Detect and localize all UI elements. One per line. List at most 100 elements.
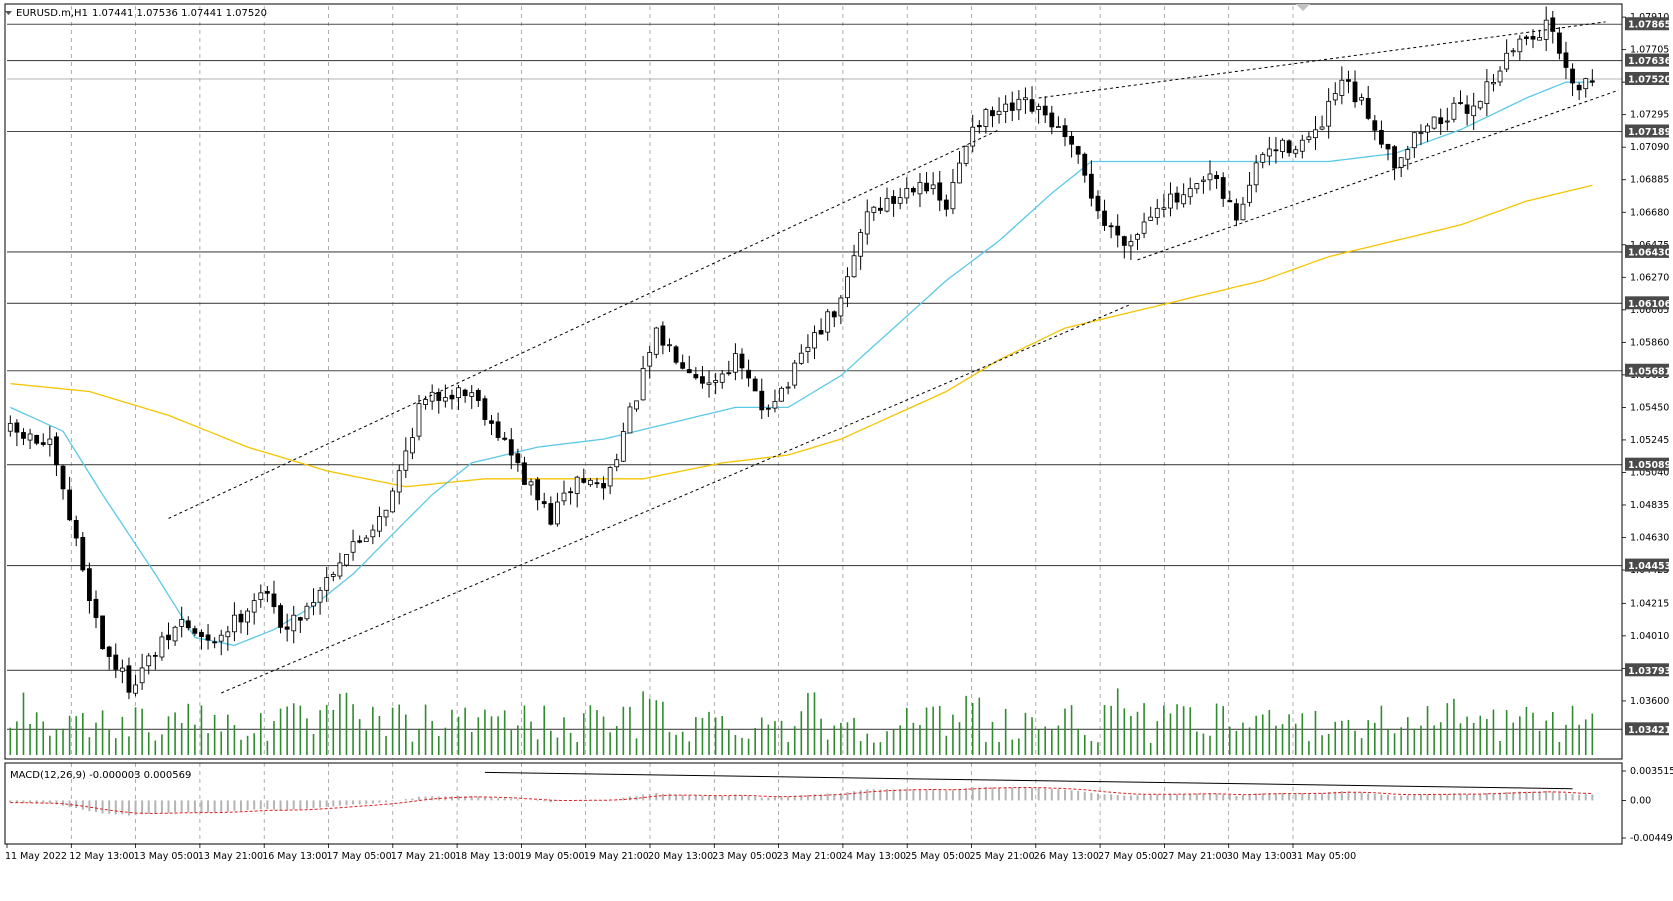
candle-body — [607, 467, 613, 487]
candle-body — [957, 162, 962, 184]
candle-body — [884, 197, 890, 212]
x-tick-label: 16 May 13:00 — [262, 851, 327, 862]
candle-body — [429, 391, 435, 402]
x-tick-label: 25 May 05:00 — [905, 851, 970, 862]
candle-body — [185, 620, 191, 629]
candle-body — [522, 462, 527, 485]
candle-body — [1128, 241, 1134, 247]
candle-body — [1346, 79, 1351, 82]
candle-body — [686, 369, 692, 374]
candle-body — [119, 667, 125, 672]
trendlines — [168, 21, 1619, 790]
candle-body — [251, 600, 257, 613]
candle-body — [858, 232, 864, 257]
candle-body — [1372, 120, 1378, 131]
candle-body — [825, 311, 831, 333]
x-tick-label: 24 May 13:00 — [841, 851, 906, 862]
candle-body — [146, 655, 152, 667]
candle-body — [245, 610, 251, 623]
candle-body — [409, 437, 415, 454]
candle-body — [1260, 154, 1266, 163]
y-tick-label: 1.06885 — [1630, 175, 1669, 186]
candle-body — [297, 617, 303, 621]
candle-body — [1398, 157, 1404, 168]
candle-body — [759, 390, 765, 411]
ohlc-readout: 1.07441 1.07536 1.07441 1.07520 — [92, 8, 267, 19]
candle-body — [396, 470, 402, 493]
candle-body — [1339, 79, 1345, 96]
candle-body — [232, 614, 237, 633]
candle-body — [27, 433, 33, 441]
candle-body — [864, 211, 870, 235]
x-tick-label: 23 May 21:00 — [777, 851, 842, 862]
x-tick-label: 20 May 13:00 — [648, 851, 713, 862]
x-tick-label: 27 May 21:00 — [1162, 851, 1227, 862]
candle-body — [212, 641, 218, 644]
candle-body — [172, 626, 178, 642]
candle-body — [1444, 120, 1450, 123]
candle-body — [653, 327, 659, 355]
candle-body — [1392, 146, 1397, 169]
candle-body — [818, 330, 824, 335]
chart-shift-icon[interactable] — [1296, 4, 1310, 11]
x-tick-label: 13 May 21:00 — [198, 851, 263, 862]
candle-body — [667, 344, 672, 347]
candle-body — [363, 537, 369, 543]
x-tick-label: 19 May 21:00 — [584, 851, 649, 862]
x-tick-label: 27 May 05:00 — [1098, 851, 1163, 862]
candle-body — [917, 182, 923, 195]
candle-body — [1497, 70, 1503, 83]
candle-body — [568, 491, 574, 494]
y-tick-label: 1.06270 — [1630, 272, 1669, 283]
candle-body — [1049, 112, 1055, 128]
candle-body — [80, 537, 86, 571]
chart-dropdown-icon[interactable] — [5, 11, 12, 15]
candle-body — [337, 562, 343, 577]
candle-body — [60, 465, 66, 490]
candle-body — [469, 392, 475, 397]
x-tick-label: 25 May 21:00 — [970, 851, 1035, 862]
candle-body — [1029, 99, 1035, 112]
candle-body — [726, 372, 732, 375]
price-label-box — [1625, 17, 1669, 31]
candle-body — [765, 407, 771, 410]
candle-body — [1451, 102, 1457, 120]
x-tick-label: 17 May 21:00 — [391, 851, 456, 862]
candle-body — [739, 353, 745, 369]
candle-body — [785, 386, 791, 389]
candle-body — [456, 387, 461, 398]
price-label: 1.06106 — [1628, 299, 1672, 310]
candle-body — [1227, 200, 1233, 203]
candle-body — [732, 353, 738, 373]
candle-body — [924, 182, 929, 192]
candle-body — [1425, 125, 1430, 133]
candle-body — [218, 634, 224, 642]
candle-body — [21, 432, 26, 439]
candle-body — [1306, 136, 1312, 140]
macd-title: MACD(12,26,9) -0.000003 0.000569 — [10, 770, 191, 781]
price-label-box — [1625, 722, 1669, 736]
candle-body — [878, 207, 883, 211]
candle-body — [581, 478, 587, 483]
candle-body — [1299, 139, 1305, 152]
candle-body — [370, 529, 376, 538]
candle-body — [746, 369, 751, 379]
candle-body — [706, 382, 712, 385]
candle-body — [1589, 80, 1595, 83]
candle-body — [449, 394, 455, 400]
candle-body — [1411, 132, 1417, 149]
price-label-box — [1625, 663, 1669, 677]
candle-body — [1102, 210, 1107, 226]
candle-body — [304, 605, 310, 620]
candle-body — [594, 482, 600, 485]
price-label: 1.06430 — [1628, 247, 1672, 258]
price-label-box — [1625, 244, 1669, 258]
channel-trendline — [221, 303, 1132, 694]
candle-body — [442, 397, 448, 402]
candle-body — [1240, 203, 1246, 221]
candle-body — [647, 352, 653, 367]
candle-body — [1491, 82, 1496, 85]
candle-body — [1055, 126, 1061, 128]
